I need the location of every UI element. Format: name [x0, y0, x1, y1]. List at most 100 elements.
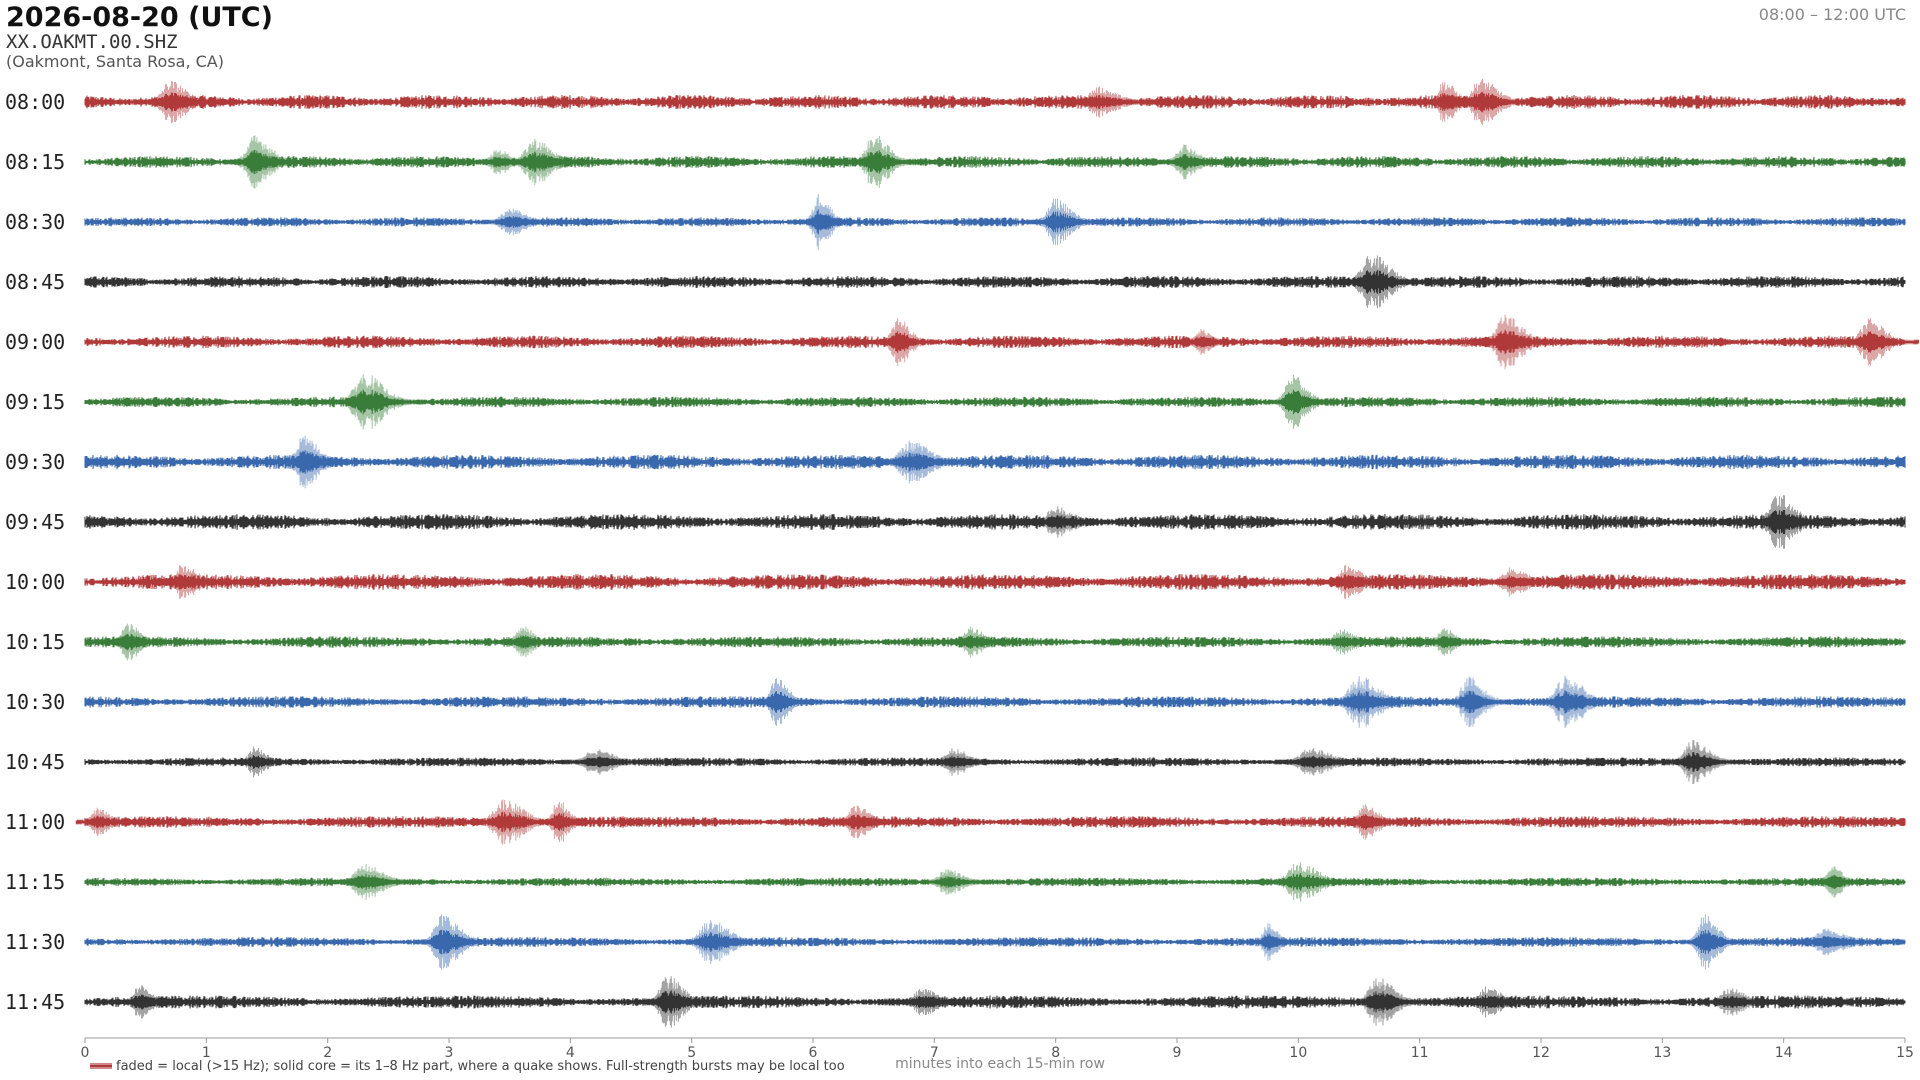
event — [413, 914, 497, 970]
event-core — [1025, 514, 1110, 530]
trace — [84, 995, 1906, 1009]
row-label: 08:45 — [5, 270, 65, 294]
event — [331, 863, 422, 901]
event — [1315, 629, 1386, 655]
event-core — [638, 990, 718, 1014]
event-core — [1840, 331, 1919, 353]
event-core — [1263, 873, 1362, 891]
x-tick-label: 14 — [1775, 1045, 1793, 1061]
row-label: 09:15 — [5, 390, 65, 414]
x-tick-label: 0 — [81, 1045, 90, 1061]
event-core — [225, 149, 307, 175]
event — [1158, 144, 1227, 180]
event — [1702, 988, 1777, 1016]
event-core — [413, 929, 497, 955]
row-label: 08:00 — [5, 90, 65, 114]
event — [947, 626, 1013, 658]
trace — [84, 275, 1906, 289]
event — [500, 626, 560, 658]
event-core — [500, 635, 560, 649]
event — [1336, 255, 1432, 309]
event-core — [873, 452, 975, 472]
event — [118, 985, 178, 1019]
trace — [84, 696, 1906, 708]
row-label: 09:00 — [5, 330, 65, 354]
trace — [84, 454, 1906, 470]
trace — [84, 94, 1906, 110]
row-label: 11:15 — [5, 870, 65, 894]
event — [225, 135, 307, 189]
event — [75, 807, 135, 837]
event — [875, 318, 939, 366]
event — [1025, 506, 1110, 538]
event — [1263, 862, 1362, 902]
event-core — [1322, 690, 1424, 714]
trace — [84, 815, 1906, 829]
row-label: 09:45 — [5, 510, 65, 534]
row-label: 11:45 — [5, 990, 65, 1014]
trace — [84, 217, 1906, 227]
row-label: 10:30 — [5, 690, 65, 714]
event-core — [1346, 991, 1432, 1013]
event-core — [1274, 755, 1375, 769]
event — [1481, 567, 1562, 597]
event — [1813, 866, 1865, 898]
event — [155, 565, 231, 599]
event-core — [845, 150, 923, 174]
x-tick-label: 4 — [566, 1045, 575, 1061]
event-core — [1422, 635, 1481, 649]
x-tick-label: 6 — [809, 1045, 818, 1061]
event-core — [1680, 929, 1747, 955]
event-core — [1340, 814, 1408, 830]
row-label: 08:30 — [5, 210, 65, 234]
event — [503, 138, 589, 186]
event-core — [1441, 690, 1516, 714]
event-core — [894, 996, 972, 1008]
event-core — [1249, 933, 1301, 951]
event — [1840, 318, 1919, 366]
event-core — [755, 691, 815, 713]
event-core — [1449, 91, 1537, 113]
event-core — [1813, 874, 1865, 890]
event — [538, 801, 592, 843]
x-tick-label: 2 — [323, 1045, 332, 1061]
event-core — [1459, 994, 1535, 1010]
event — [1065, 86, 1157, 118]
row-label: 10:15 — [5, 630, 65, 654]
x-tick-label: 8 — [1051, 1045, 1060, 1061]
x-tick-label: 15 — [1896, 1045, 1914, 1061]
event — [1028, 198, 1105, 246]
event-core — [830, 814, 899, 830]
chart-title: 2026-08-20 (UTC) — [6, 2, 273, 33]
x-tick-label: 12 — [1532, 1045, 1550, 1061]
event — [1680, 914, 1747, 970]
event — [1449, 78, 1537, 126]
event-core — [1336, 270, 1432, 294]
event — [1267, 374, 1337, 430]
event — [562, 749, 652, 775]
event-core — [118, 994, 178, 1010]
event — [1747, 495, 1832, 549]
event — [638, 976, 718, 1028]
station-code: XX.OAKMT.00.SHZ — [6, 31, 178, 53]
event — [1532, 675, 1624, 729]
event-core — [141, 92, 221, 112]
event — [1181, 328, 1236, 356]
event-core — [875, 331, 939, 353]
trace — [84, 335, 1906, 349]
event — [845, 135, 923, 189]
event — [926, 748, 999, 776]
event — [104, 623, 168, 661]
event — [274, 435, 355, 489]
event — [328, 374, 427, 430]
event-core — [675, 931, 772, 953]
event — [830, 805, 899, 839]
event-core — [562, 756, 652, 768]
event-core — [331, 873, 422, 891]
row-label: 10:00 — [5, 570, 65, 594]
event — [675, 919, 772, 965]
event-core — [104, 633, 168, 651]
event — [1790, 928, 1890, 956]
event — [755, 678, 815, 726]
